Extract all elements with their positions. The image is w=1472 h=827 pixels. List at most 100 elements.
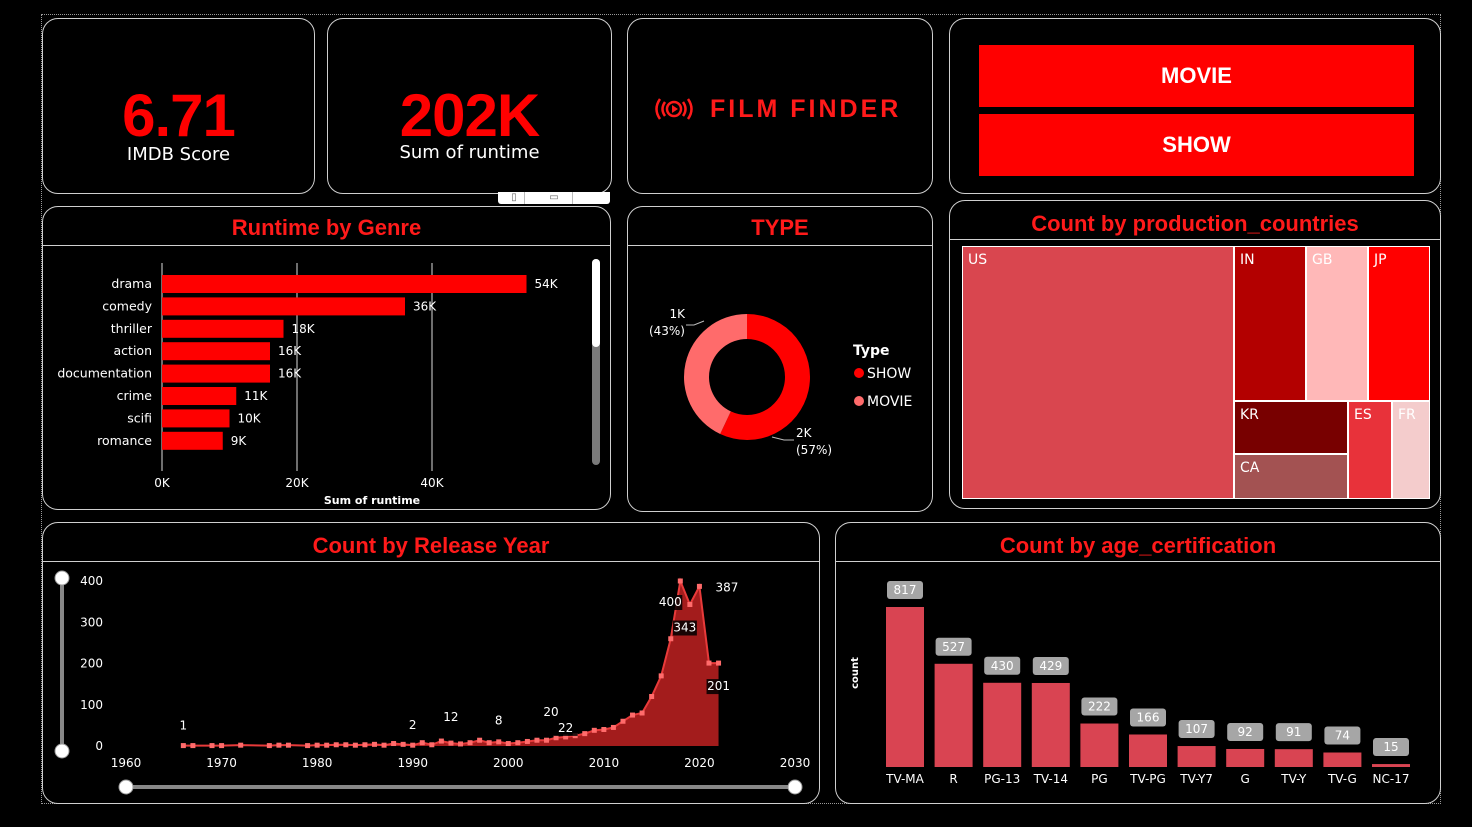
data-point xyxy=(591,727,597,733)
series-line xyxy=(183,577,719,747)
leader-line xyxy=(771,436,794,441)
kpi-imdb-value: 6.71 xyxy=(122,82,236,149)
chart-title: Count by age_certification xyxy=(999,533,1277,558)
title-divider xyxy=(628,245,932,246)
scrollbar[interactable] xyxy=(592,259,600,465)
data-label: 817 xyxy=(894,583,917,597)
data-label-bg xyxy=(935,637,972,656)
x-tick-label: 0K xyxy=(154,476,171,490)
data-point xyxy=(620,718,626,724)
data-point xyxy=(534,737,540,743)
y-tick-label: 400 xyxy=(80,574,103,588)
bar xyxy=(162,342,270,361)
data-label-bg xyxy=(438,710,463,726)
data-label: 429 xyxy=(1039,659,1062,673)
data-label: 9K xyxy=(231,434,248,448)
data-label-bg xyxy=(486,713,511,729)
data-label-bg xyxy=(539,704,564,720)
data-point xyxy=(610,724,616,730)
data-point xyxy=(429,742,435,748)
data-point xyxy=(601,727,607,732)
y-range-slider-handle-top xyxy=(54,570,70,586)
data-point xyxy=(285,742,291,748)
logo-card: FILM FINDER xyxy=(627,18,933,194)
bar xyxy=(1372,764,1410,767)
data-point xyxy=(333,742,339,748)
kpi-runtime-label: Sum of runtime xyxy=(399,142,540,163)
bar xyxy=(162,275,527,293)
title-divider xyxy=(43,245,610,246)
treemap-cell-fr[interactable]: FR xyxy=(1392,401,1430,499)
x-tick-label: 20K xyxy=(285,476,309,490)
x-tick-label: 1970 xyxy=(206,756,237,770)
broadcast-play-icon xyxy=(655,98,693,120)
category-label: R xyxy=(949,772,957,786)
treemap-cell-us[interactable]: US xyxy=(962,246,1234,499)
data-label-bg xyxy=(1324,726,1361,745)
x-axis-label: Sum of runtime xyxy=(324,494,420,507)
production-countries-card: Count by production_countries US IN GB JP KR… xyxy=(949,200,1441,509)
data-point xyxy=(668,636,674,642)
data-label: 11K xyxy=(244,389,268,403)
data-label: 387 xyxy=(716,580,739,594)
treemap-cell-es[interactable]: ES xyxy=(1348,401,1392,499)
donut-value-label: 1K xyxy=(669,307,686,321)
x-tick-label: 40K xyxy=(420,476,444,490)
donut-percent-label: (57%) xyxy=(796,443,832,457)
kpi-imdb-label: IMDB Score xyxy=(126,144,231,165)
more-options-icon[interactable] xyxy=(578,192,606,204)
x-tick-label: 2000 xyxy=(493,756,524,770)
data-point xyxy=(524,738,530,744)
data-label: 527 xyxy=(942,640,965,654)
data-point xyxy=(381,742,387,748)
data-label-bg xyxy=(1178,720,1215,739)
focus-mode-icon[interactable]: ▭ xyxy=(536,192,573,204)
donut-value-label: 2K xyxy=(796,426,813,440)
title-divider xyxy=(43,561,819,562)
treemap-chart: US IN GB JP KR ES FR CA xyxy=(962,246,1430,499)
bar xyxy=(934,663,973,767)
kpi-runtime-value: 202K xyxy=(399,82,540,149)
y-tick-label: 300 xyxy=(80,615,103,629)
data-label: 430 xyxy=(991,659,1014,673)
runtime-by-genre-card: Runtime by Genre 0K 20K 40K Sum of runtime d… xyxy=(42,206,611,510)
age-certification-chart: count 817 TV-MA 527 R 430 PG-13 429 TV-14 222 PG 16… xyxy=(850,581,1410,786)
data-point xyxy=(400,741,406,747)
treemap-cell-ca[interactable]: CA xyxy=(1234,454,1348,499)
bar xyxy=(1274,749,1313,767)
data-point xyxy=(180,743,186,749)
legend-label: SHOW xyxy=(867,366,911,382)
category-label: TV-MA xyxy=(885,772,925,786)
kpi-imdb-card: 6.71 IMDB Score xyxy=(42,18,315,194)
data-point xyxy=(371,741,377,747)
title-divider xyxy=(836,561,1440,562)
treemap-cell-gb[interactable]: GB xyxy=(1306,246,1368,401)
data-label-bg xyxy=(1227,722,1264,741)
data-point xyxy=(649,694,655,699)
treemap-cell-jp[interactable]: JP xyxy=(1368,246,1430,401)
treemap-cell-kr[interactable]: KR xyxy=(1234,401,1348,454)
scrollbar-thumb[interactable] xyxy=(592,259,600,347)
data-label-bg xyxy=(714,580,739,596)
legend-label: MOVIE xyxy=(867,394,912,410)
bar xyxy=(1031,682,1070,767)
legend-marker xyxy=(854,368,864,378)
data-point xyxy=(496,739,502,745)
data-point xyxy=(419,740,425,746)
data-point xyxy=(677,578,683,584)
data-point xyxy=(544,737,550,743)
filter-icon[interactable]: ▯ xyxy=(504,192,525,204)
x-tick-label: 1980 xyxy=(302,756,333,770)
bar xyxy=(1226,748,1265,767)
data-point xyxy=(190,743,196,749)
show-button[interactable]: SHOW xyxy=(979,114,1414,176)
data-label: 222 xyxy=(1088,700,1111,714)
data-point xyxy=(639,710,645,716)
treemap-cell-in[interactable]: IN xyxy=(1234,246,1306,401)
category-label: TV-G xyxy=(1327,772,1357,786)
data-point xyxy=(362,742,368,748)
data-point xyxy=(438,738,444,744)
bar xyxy=(1129,734,1167,767)
movie-button[interactable]: MOVIE xyxy=(979,45,1414,107)
